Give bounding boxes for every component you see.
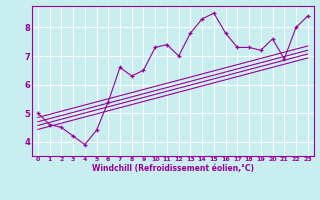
X-axis label: Windchill (Refroidissement éolien,°C): Windchill (Refroidissement éolien,°C) [92,164,254,173]
